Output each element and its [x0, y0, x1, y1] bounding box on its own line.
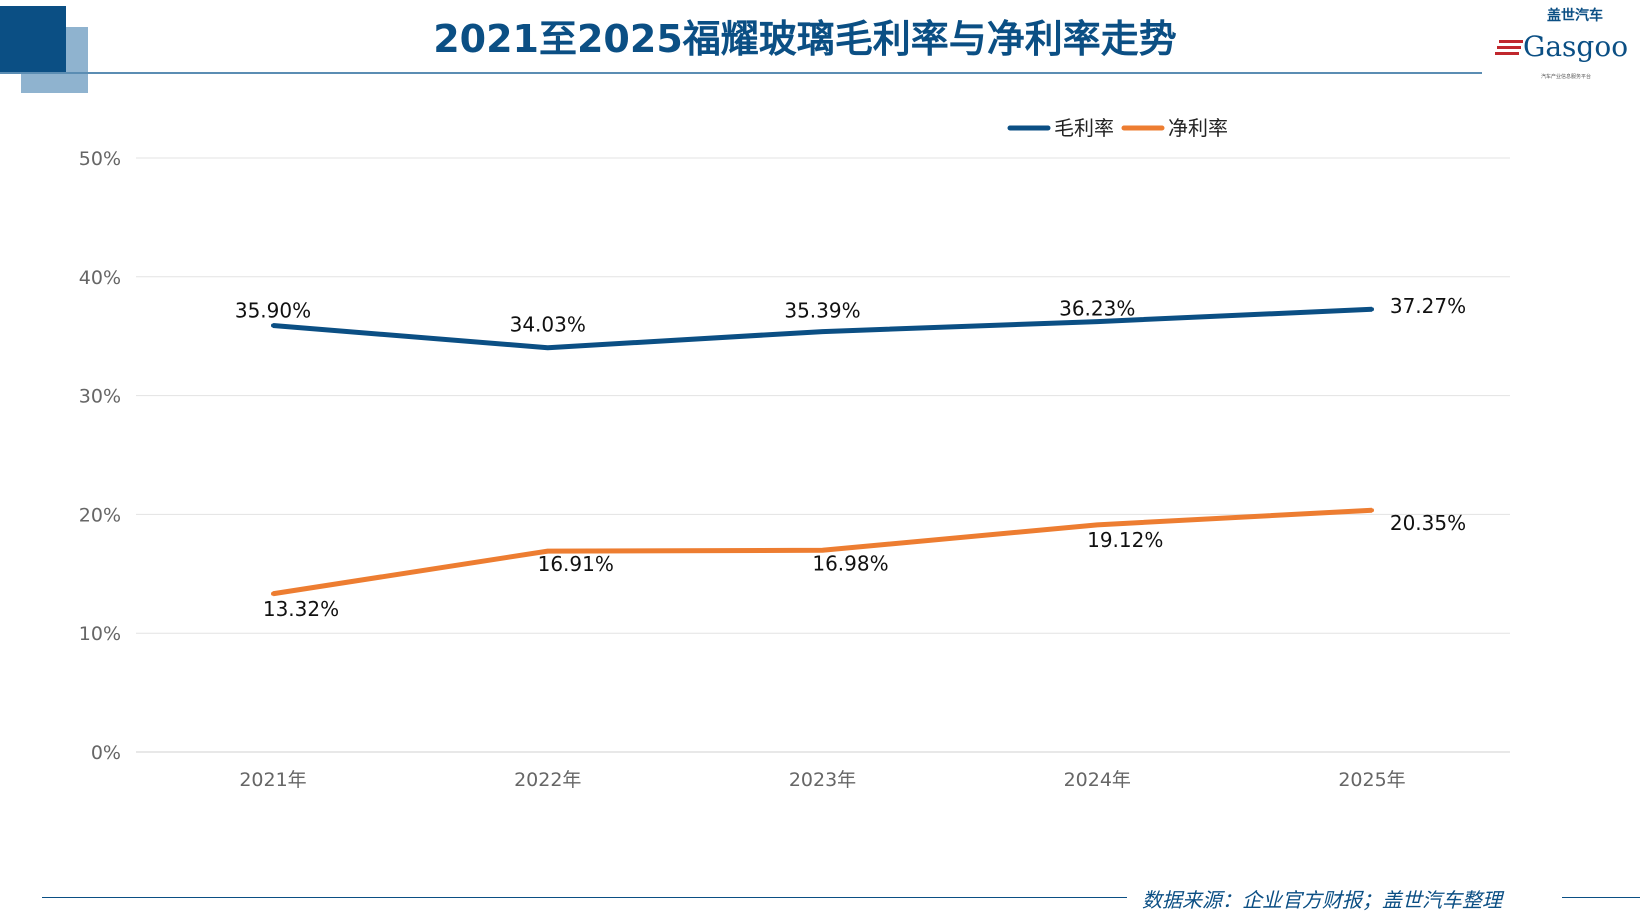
footer-divider-right	[1562, 897, 1640, 898]
data-point	[1095, 522, 1100, 527]
x-tick-label: 2022年	[514, 769, 581, 791]
page-title: 2021至2025福耀玻璃毛利率与净利率走势	[433, 17, 1177, 61]
data-label: 20.35%	[1390, 511, 1466, 535]
svg-text:汽车产业信息服务平台: 汽车产业信息服务平台	[1541, 73, 1591, 80]
x-tick-label: 2023年	[789, 769, 856, 791]
data-label: 13.32%	[263, 597, 339, 621]
data-point	[545, 549, 550, 554]
x-tick-label: 2025年	[1338, 769, 1405, 791]
data-point	[1095, 319, 1100, 324]
data-label: 37.27%	[1390, 294, 1466, 318]
data-label: 34.03%	[510, 313, 586, 337]
data-point	[271, 323, 275, 328]
data-label: 16.91%	[538, 552, 614, 576]
data-label: 35.39%	[784, 299, 860, 323]
y-tick-label: 50%	[79, 148, 121, 170]
legend-label: 毛利率	[1054, 116, 1114, 140]
legend-label: 净利率	[1168, 116, 1228, 140]
y-tick-label: 10%	[79, 623, 121, 645]
y-tick-label: 30%	[79, 386, 121, 408]
x-tick-label: 2024年	[1064, 769, 1131, 791]
data-point	[820, 329, 825, 334]
y-tick-label: 40%	[79, 267, 121, 289]
svg-text:Gasgoo: Gasgoo	[1523, 30, 1628, 63]
data-point	[1370, 307, 1374, 312]
y-tick-label: 0%	[91, 742, 121, 764]
data-point	[545, 345, 550, 350]
x-tick-label: 2021年	[239, 769, 306, 791]
gasgoo-logo: 盖世汽车 Gasgoo 汽车产业信息服务平台	[1495, 7, 1628, 80]
data-label: 35.90%	[235, 299, 311, 323]
data-point	[1370, 508, 1374, 513]
footer-divider-left	[42, 897, 1127, 898]
data-source: 数据来源：企业官方财报；盖世汽车整理	[1142, 888, 1502, 912]
y-tick-label: 20%	[79, 504, 121, 526]
data-label: 36.23%	[1059, 297, 1135, 321]
decor-square	[0, 6, 66, 72]
header-divider	[0, 72, 1482, 74]
svg-text:盖世汽车: 盖世汽车	[1547, 7, 1603, 24]
data-label: 16.98%	[812, 551, 888, 575]
data-label: 19.12%	[1087, 528, 1163, 552]
data-point	[820, 548, 825, 553]
data-point	[271, 591, 275, 596]
